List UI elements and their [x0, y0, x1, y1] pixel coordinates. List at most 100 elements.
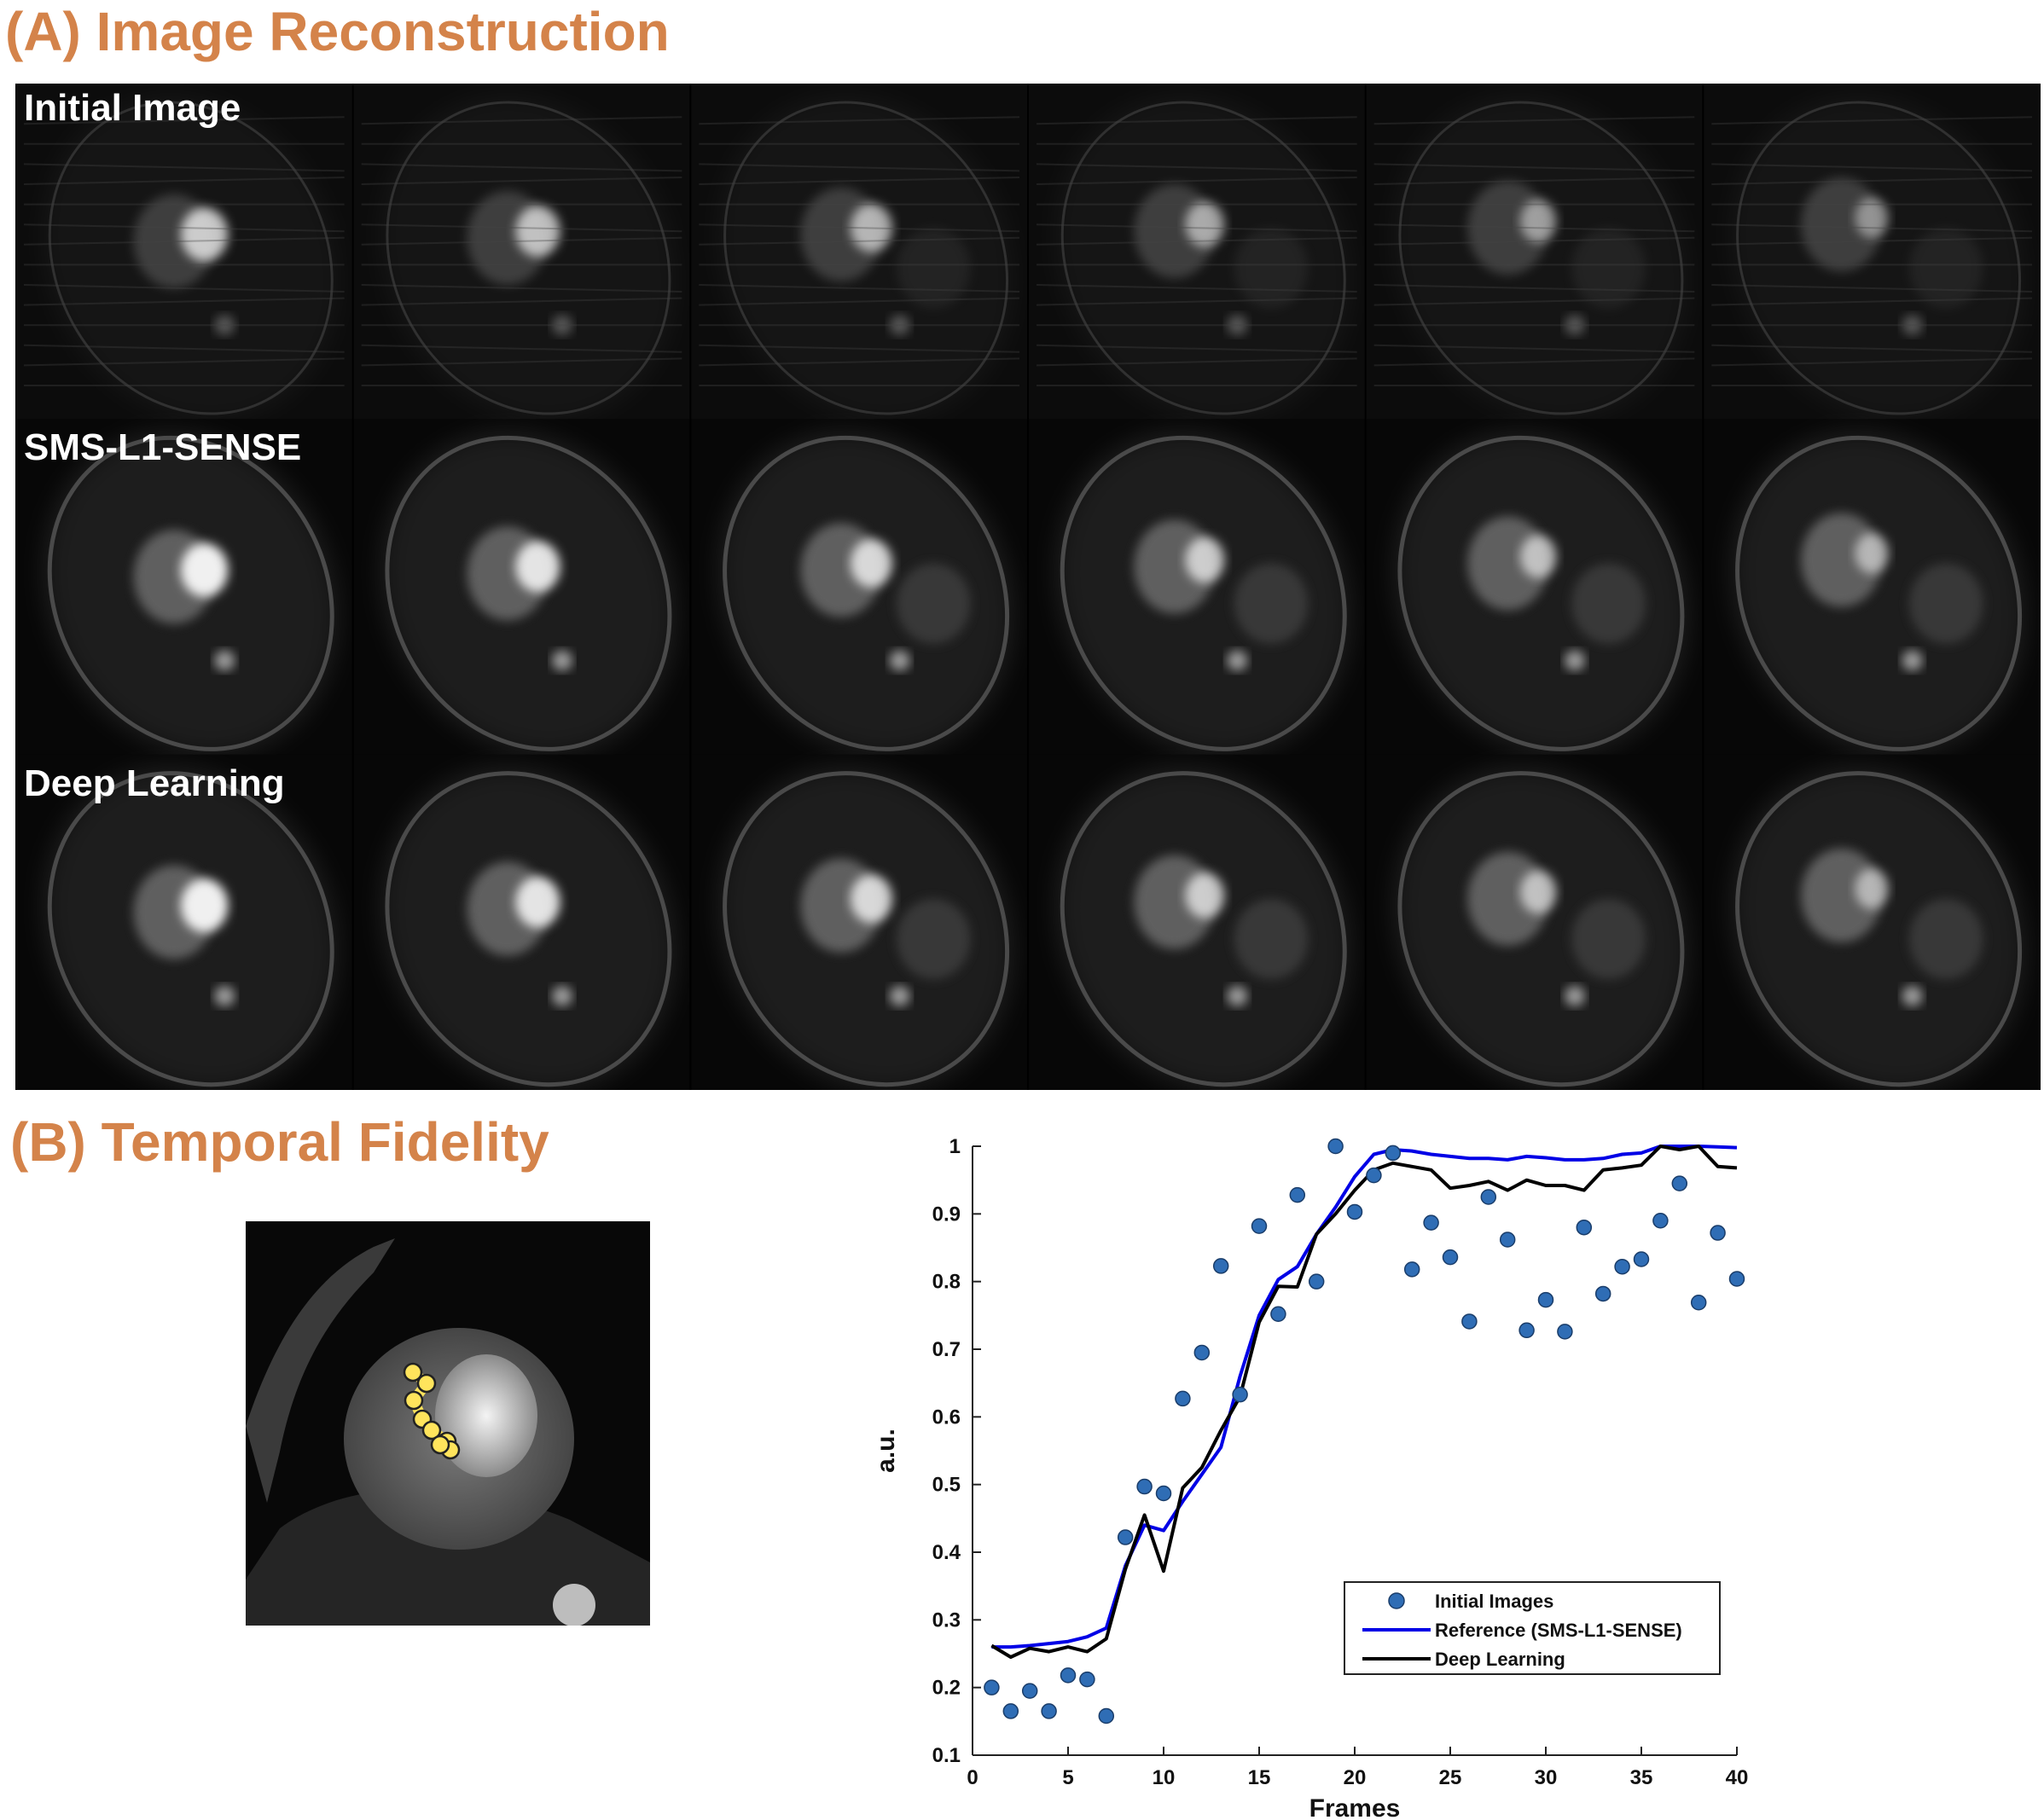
- initial-image-point: [1728, 1271, 1745, 1287]
- mri-frame: [1027, 754, 1366, 1090]
- x-tick-label: 15: [1248, 1766, 1271, 1789]
- y-tick-label: 0.7: [932, 1338, 961, 1361]
- y-tick-label: 0.4: [932, 1541, 961, 1564]
- initial-image-point: [1175, 1390, 1191, 1407]
- mri-frame: [1027, 419, 1366, 756]
- initial-image-point: [1403, 1261, 1420, 1278]
- initial-image-point: [1614, 1258, 1630, 1275]
- initial-image-point: [1633, 1251, 1650, 1267]
- liver-region: [246, 1488, 650, 1626]
- mri-frame: [15, 84, 353, 420]
- y-tick-label: 0.9: [932, 1203, 961, 1226]
- row-label-deep-learning: Deep Learning: [24, 762, 285, 804]
- initial-image-point: [1576, 1219, 1593, 1236]
- initial-image-point: [1537, 1291, 1554, 1308]
- mri-frame: [1364, 419, 1704, 756]
- initial-image-point: [1671, 1175, 1688, 1191]
- legend-marker-initial: [1388, 1592, 1405, 1609]
- initial-image-point: [1232, 1386, 1248, 1403]
- initial-image-point: [1594, 1285, 1611, 1302]
- x-tick-label: 20: [1344, 1766, 1367, 1789]
- panel-b-title: (B) Temporal Fidelity: [10, 1111, 549, 1173]
- mri-frame: [15, 419, 353, 756]
- initial-image-point: [1251, 1218, 1268, 1234]
- mri-frame: [1702, 419, 2041, 756]
- initial-image-point: [1518, 1322, 1535, 1339]
- initial-image-point: [1366, 1167, 1382, 1184]
- roi-contour: [403, 1362, 461, 1460]
- legend-label-reference: Reference (SMS-L1-SENSE): [1435, 1620, 1682, 1641]
- mri-frame: [1364, 84, 1704, 420]
- y-tick-label: 0.3: [932, 1608, 961, 1632]
- initial-image-point: [1098, 1707, 1115, 1724]
- x-tick-label: 0: [967, 1766, 978, 1789]
- y-tick-label: 0.6: [932, 1406, 961, 1429]
- legend-label-initial: Initial Images: [1435, 1591, 1553, 1612]
- row-label-initial: Initial Image: [24, 87, 241, 129]
- initial-image-point: [1002, 1703, 1019, 1719]
- mri-frame: [1027, 84, 1366, 420]
- chart-legend: Initial Images Reference (SMS-L1-SENSE) …: [1344, 1581, 1721, 1675]
- x-tick-label: 30: [1535, 1766, 1558, 1789]
- x-tick-label: 25: [1439, 1766, 1462, 1789]
- aorta-spot: [553, 1584, 595, 1626]
- roi-image: [246, 1221, 650, 1626]
- mri-frame: [15, 754, 353, 1090]
- y-tick-label: 0.1: [932, 1744, 961, 1767]
- y-tick-label: 1: [949, 1135, 961, 1158]
- mri-frame: [689, 84, 1028, 420]
- x-tick-label: 35: [1630, 1766, 1653, 1789]
- initial-image-point: [1346, 1203, 1363, 1220]
- initial-image-point: [1079, 1671, 1095, 1688]
- initial-image-point: [1461, 1313, 1478, 1330]
- series-line-deep-learning: [990, 1145, 1738, 1659]
- initial-image-point: [1652, 1213, 1669, 1229]
- y-tick-label: 0.8: [932, 1271, 961, 1294]
- initial-image-point: [1289, 1186, 1306, 1203]
- mri-frame: [351, 419, 691, 756]
- mri-frame: [1702, 84, 2041, 420]
- roi-point: [416, 1373, 437, 1394]
- legend-label-deep: Deep Learning: [1435, 1649, 1565, 1670]
- initial-image-point: [1710, 1225, 1726, 1241]
- initial-image-point: [1136, 1478, 1153, 1495]
- initial-image-point: [1155, 1485, 1172, 1502]
- initial-image-point: [984, 1679, 1000, 1695]
- series-line-reference: [991, 1145, 1738, 1649]
- x-tick-label: 5: [1062, 1766, 1073, 1789]
- initial-image-point: [1060, 1667, 1077, 1684]
- initial-image-point: [1270, 1306, 1286, 1322]
- roi-point: [430, 1435, 450, 1455]
- mri-frame: [351, 754, 691, 1090]
- initial-image-point: [1212, 1258, 1229, 1274]
- mri-frame: [351, 84, 691, 420]
- roi-point: [404, 1390, 424, 1411]
- roi-image-drawing: [246, 1221, 650, 1626]
- initial-image-point: [1117, 1529, 1134, 1545]
- initial-image-point: [1480, 1189, 1497, 1205]
- x-tick-label: 10: [1153, 1766, 1176, 1789]
- initial-image-point: [1193, 1344, 1211, 1361]
- panel-a-title: (A) Image Reconstruction: [5, 1, 670, 62]
- y-tick-label: 0.2: [932, 1677, 961, 1700]
- mri-image-grid: Initial Image SMS-L1-SENSE Deep Learning: [15, 84, 2041, 1090]
- initial-image-point: [1308, 1273, 1325, 1290]
- initial-image-point: [1690, 1295, 1707, 1311]
- x-axis-label: Frames: [1309, 1794, 1401, 1820]
- mri-frame: [689, 754, 1028, 1090]
- initial-image-point: [1499, 1232, 1516, 1248]
- mri-frames: [15, 84, 2041, 1090]
- row-label-sms-l1-sense: SMS-L1-SENSE: [24, 426, 302, 468]
- initial-image-point: [1327, 1138, 1344, 1155]
- initial-image-point: [1041, 1703, 1057, 1719]
- roi-point: [403, 1362, 423, 1382]
- initial-image-point: [1385, 1145, 1402, 1162]
- chest-wall: [246, 1238, 395, 1503]
- x-tick-label: 40: [1726, 1766, 1749, 1789]
- mri-frame: [1364, 754, 1704, 1090]
- y-axis-label: a.u.: [872, 1429, 900, 1473]
- initial-image-point: [1442, 1249, 1459, 1266]
- temporal-fidelity-chart: 0 5 10 15 20 25 30 35 40 0.1 0.2 0.3 0.4 0.5 0.6 0.7 0.8…: [872, 1135, 1749, 1820]
- y-tick-label: 0.5: [932, 1474, 961, 1497]
- blood-pool: [435, 1354, 537, 1477]
